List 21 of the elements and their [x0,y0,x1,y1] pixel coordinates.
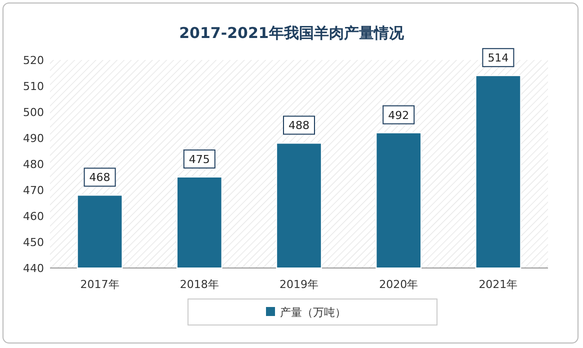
chart-title: 2017-2021年我国羊肉产量情况 [179,24,405,42]
data-label: 492 [388,108,410,122]
x-tick-label: 2017年 [80,278,120,291]
y-tick-label: 510 [23,80,44,93]
data-label: 488 [288,119,310,132]
x-tick-label: 2020年 [379,278,418,291]
y-tick-label: 450 [23,236,44,249]
x-tick-label: 2018年 [180,278,219,291]
y-tick-label: 460 [23,210,44,223]
legend-label: 产量（万吨） [280,306,346,319]
y-tick-label: 440 [23,262,44,275]
y-tick-label: 520 [23,54,44,67]
y-tick-label: 480 [23,158,44,171]
y-tick-label: 470 [23,184,44,197]
data-label: 475 [188,153,210,166]
y-tick-label: 500 [23,106,44,119]
x-tick-label: 2019年 [280,278,318,291]
x-tick-label: 2021年 [478,278,518,291]
data-label: 514 [488,52,509,65]
data-label: 468 [89,171,110,184]
y-tick-label: 490 [23,132,44,145]
